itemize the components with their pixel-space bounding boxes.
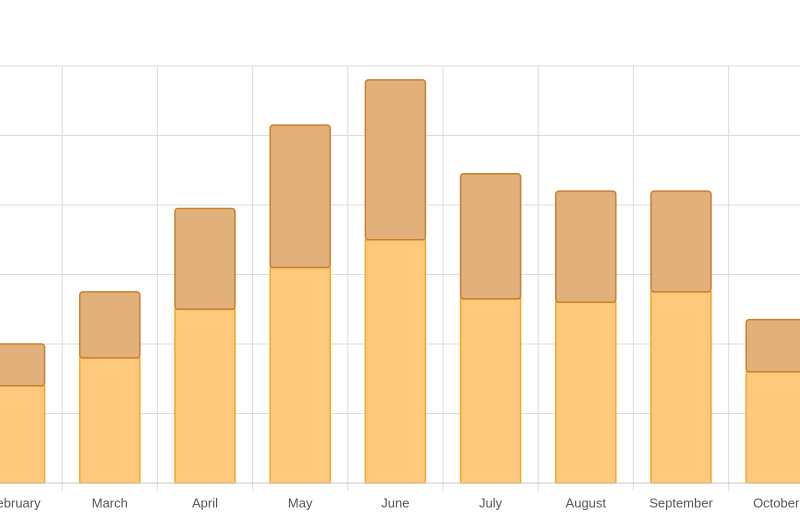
bar-segment bbox=[79, 291, 141, 359]
x-tick-label: July bbox=[479, 495, 503, 510]
x-tick-label: September bbox=[649, 495, 713, 510]
bar-segment bbox=[269, 266, 331, 484]
bar-segment bbox=[269, 124, 331, 269]
bar-segment bbox=[0, 343, 46, 387]
bar-segment bbox=[745, 318, 800, 373]
bar-segment bbox=[174, 207, 236, 311]
bar-segment bbox=[0, 384, 46, 484]
bar-segment bbox=[745, 371, 800, 484]
x-tick-label: August bbox=[566, 495, 607, 510]
x-tick-label: October bbox=[753, 495, 800, 510]
bar-segment bbox=[364, 79, 427, 241]
bar-segment bbox=[555, 190, 617, 304]
bar-segment bbox=[79, 357, 141, 484]
x-tick-label: June bbox=[381, 495, 409, 510]
x-tick-label: April bbox=[192, 495, 218, 510]
x-tick-label: March bbox=[92, 495, 128, 510]
x-tick-label: February bbox=[0, 495, 41, 510]
bar-segment bbox=[555, 301, 617, 484]
bar-segment bbox=[364, 239, 427, 484]
x-tick-label: May bbox=[288, 495, 313, 510]
bar-segment bbox=[459, 172, 522, 300]
bar-segment bbox=[174, 308, 236, 484]
bar-segment bbox=[650, 190, 712, 293]
bar-segment bbox=[459, 298, 522, 484]
bar-segment bbox=[650, 291, 712, 484]
